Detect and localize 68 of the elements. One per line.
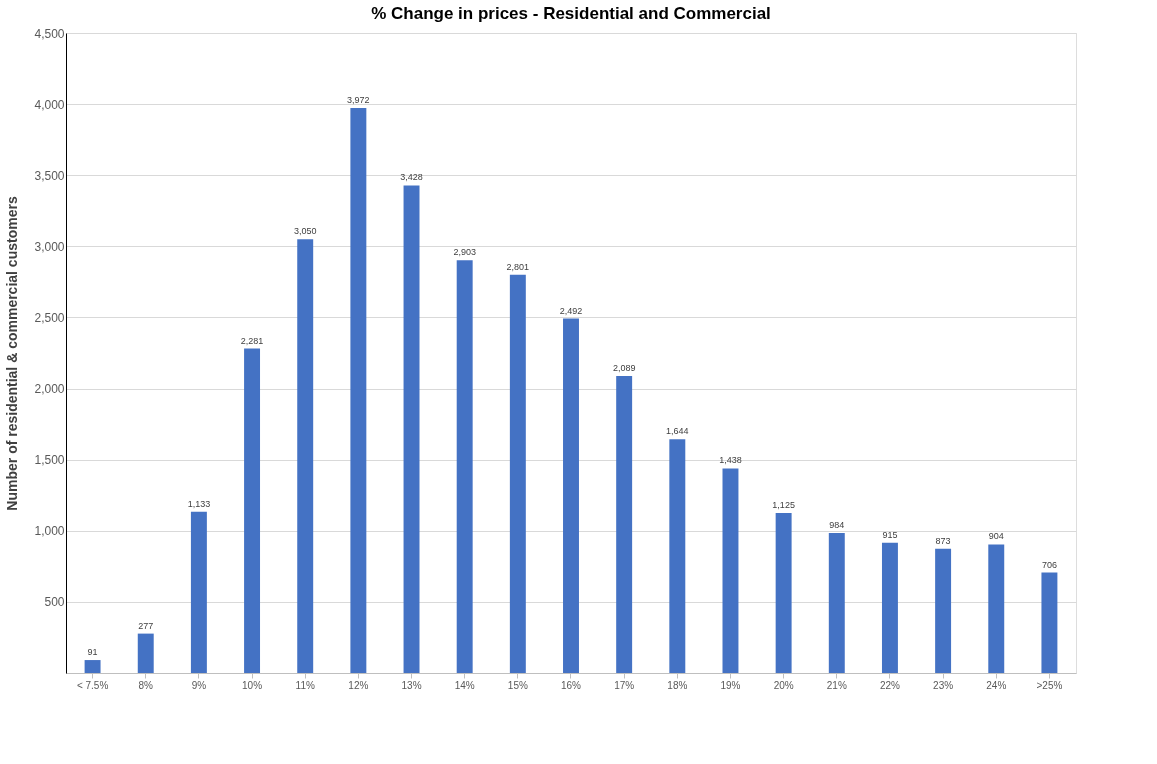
data-label: 1,125 (772, 500, 795, 510)
y-tick-label: 500 (44, 595, 65, 610)
x-tick-label: < 7.5% (76, 679, 109, 691)
bar (563, 318, 579, 673)
x-tick-label: 12% (348, 679, 369, 691)
data-label: 904 (988, 531, 1004, 542)
data-label: 2,492 (559, 305, 583, 316)
x-tick-label: 16% (560, 679, 582, 691)
bar (509, 274, 526, 673)
bar (775, 513, 792, 673)
data-label: 2,903 (453, 247, 476, 258)
bar (616, 375, 633, 673)
bar (350, 108, 367, 673)
bar (881, 542, 898, 673)
data-label: 1,438 (719, 455, 742, 466)
data-label: 706 (1041, 559, 1057, 570)
data-label: 3,972 (347, 95, 370, 106)
x-tick-label: 23% (933, 679, 954, 691)
bar (828, 533, 845, 673)
x-tick-label: 11% (295, 679, 315, 691)
y-tick-label: 1,500 (34, 453, 65, 468)
bar (244, 348, 261, 673)
data-label: 2,801 (506, 261, 530, 272)
bar (84, 660, 101, 673)
x-tick-label: 17% (614, 679, 635, 691)
bar (1041, 572, 1058, 673)
bar (297, 239, 314, 673)
data-label: 2,089 (612, 362, 636, 373)
x-tick-label: 22% (879, 679, 901, 691)
data-label: 873 (935, 535, 951, 546)
x-tick-label: 20% (773, 679, 794, 691)
x-tick-label: 9% (191, 679, 207, 691)
x-tick-label: 21% (826, 679, 847, 691)
data-label: 1,133 (187, 498, 211, 509)
y-tick-label: 4,000 (34, 97, 65, 112)
bar (722, 468, 739, 673)
bar (190, 511, 207, 673)
y-tick-label: 4,500 (34, 26, 65, 41)
bar (935, 548, 952, 673)
x-tick-label: 13% (401, 679, 422, 691)
data-label: 915 (882, 529, 898, 540)
x-tick-label: 24% (986, 679, 1007, 691)
bar (669, 439, 686, 673)
x-tick-label: 18% (667, 679, 688, 691)
y-tick-label: 1,000 (34, 524, 65, 539)
x-tick-label: 15% (507, 679, 528, 691)
data-label: 984 (829, 520, 845, 531)
x-tick-label: 10% (242, 679, 263, 691)
y-tick-label: 2,000 (34, 382, 65, 397)
chart-title: % Change in prices - Residential and Commercial (371, 4, 771, 23)
data-label: 91 (87, 647, 98, 658)
y-tick-label: 2,500 (34, 310, 65, 325)
x-tick-label: 14% (454, 679, 475, 691)
y-axis-title: Number of residential & commercial customers (4, 196, 21, 511)
data-label: 3,050 (293, 226, 317, 237)
x-tick-label: 8% (138, 679, 154, 691)
bar (403, 185, 420, 673)
bar (988, 544, 1005, 673)
data-label: 2,281 (240, 335, 264, 346)
bar (137, 633, 154, 673)
y-tick-label: 3,500 (34, 168, 65, 183)
y-tick-label: 3,000 (34, 239, 65, 254)
bar (456, 260, 473, 673)
x-tick-label: >25% (1036, 679, 1063, 691)
data-label: 1,644 (666, 426, 689, 437)
data-label: 3,428 (400, 172, 423, 183)
data-label: 277 (138, 620, 154, 631)
x-tick-label: 19% (720, 679, 741, 691)
